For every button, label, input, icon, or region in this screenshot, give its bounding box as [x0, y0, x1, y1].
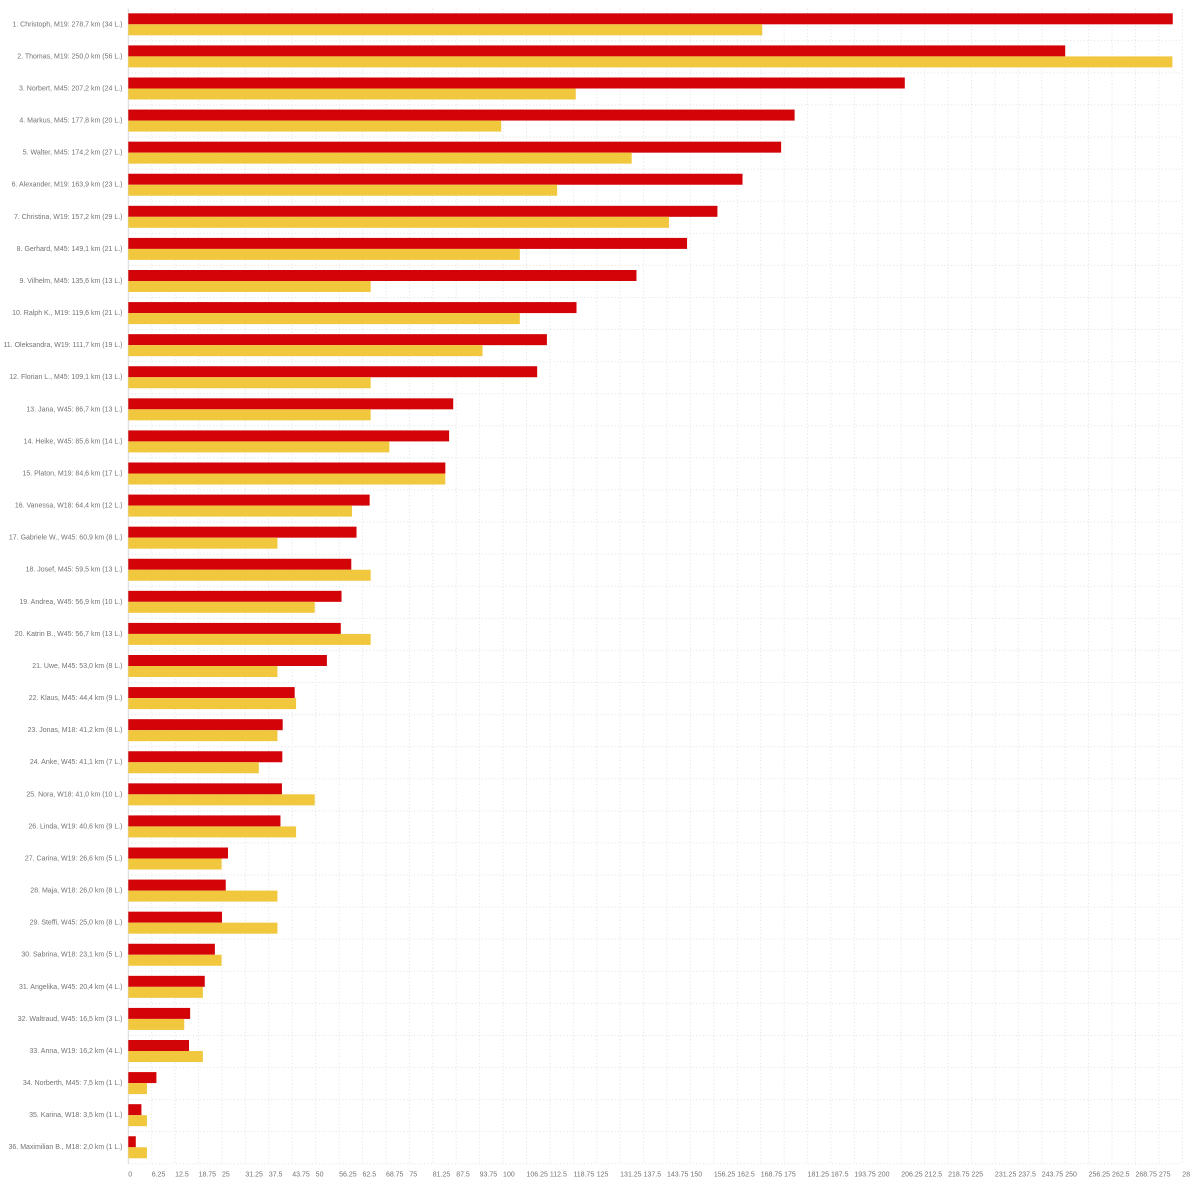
- svg-text:10. Ralph K., M19: 119,6 km (2: 10. Ralph K., M19: 119,6 km (21 L.): [12, 310, 122, 317]
- svg-text:18.75: 18.75: [199, 1172, 217, 1179]
- svg-text:156.25: 156.25: [714, 1172, 736, 1179]
- svg-text:181.25: 181.25: [808, 1172, 830, 1179]
- svg-text:100: 100: [503, 1172, 515, 1179]
- svg-text:56.25: 56.25: [339, 1172, 357, 1179]
- svg-text:28: 28: [1182, 1172, 1190, 1179]
- svg-text:150: 150: [690, 1172, 702, 1179]
- svg-text:50: 50: [316, 1172, 324, 1179]
- svg-text:19. Andrea, W45: 56,9 km (10 L: 19. Andrea, W45: 56,9 km (10 L.): [19, 599, 122, 606]
- svg-text:268.75: 268.75: [1135, 1172, 1157, 1179]
- svg-text:23. Jonas, M18: 41,2 km (8 L.): 23. Jonas, M18: 41,2 km (8 L.): [28, 727, 123, 734]
- svg-text:27. Carina, W19: 26,6 km (5 L.: 27. Carina, W19: 26,6 km (5 L.): [25, 855, 123, 862]
- svg-text:218.75: 218.75: [948, 1172, 970, 1179]
- svg-text:250: 250: [1065, 1172, 1077, 1179]
- svg-text:25. Nora, W18: 41,0 km (10 L.): 25. Nora, W18: 41,0 km (10 L.): [26, 791, 122, 798]
- svg-text:225: 225: [972, 1172, 984, 1179]
- svg-text:262.5: 262.5: [1112, 1172, 1130, 1179]
- svg-text:33. Anna, W19: 16,2 km (4 L.): 33. Anna, W19: 16,2 km (4 L.): [30, 1048, 123, 1055]
- svg-text:75: 75: [409, 1172, 417, 1179]
- svg-text:3. Norbert, M45: 207,2 km (24: 3. Norbert, M45: 207,2 km (24 L.): [19, 85, 123, 92]
- svg-text:175: 175: [784, 1172, 796, 1179]
- svg-text:37.5: 37.5: [269, 1172, 283, 1179]
- svg-text:137.5: 137.5: [644, 1172, 662, 1179]
- svg-text:7. Christina, W19: 157,2 km (2: 7. Christina, W19: 157,2 km (29 L.): [14, 214, 123, 221]
- svg-text:24. Anke, W45: 41,1 km (7 L.): 24. Anke, W45: 41,1 km (7 L.): [30, 759, 123, 766]
- svg-text:162.5: 162.5: [737, 1172, 755, 1179]
- svg-text:118.75: 118.75: [573, 1172, 594, 1179]
- svg-text:17. Gabriele W., W45: 60,9 km: 17. Gabriele W., W45: 60,9 km (8 L.): [9, 535, 123, 542]
- svg-text:143.75: 143.75: [667, 1172, 689, 1179]
- svg-text:275: 275: [1159, 1172, 1171, 1179]
- svg-text:5. Walter, M45: 174,2 km (27 L: 5. Walter, M45: 174,2 km (27 L.): [23, 150, 123, 157]
- svg-text:1. Christoph, M19: 278,7 km (3: 1. Christoph, M19: 278,7 km (34 L.): [12, 21, 122, 28]
- svg-text:4. Markus, M45: 177,8 km (20 L: 4. Markus, M45: 177,8 km (20 L.): [19, 118, 122, 125]
- svg-text:231.25: 231.25: [995, 1172, 1017, 1179]
- svg-text:35. Karina, W18: 3,5 km (1 L.): 35. Karina, W18: 3,5 km (1 L.): [29, 1112, 122, 1119]
- svg-text:0: 0: [128, 1172, 132, 1179]
- svg-text:34. Norberth, M45: 7,5 km (1 L: 34. Norberth, M45: 7,5 km (1 L.): [23, 1080, 123, 1087]
- svg-text:16. Vanessa, W18: 64,4 km (12: 16. Vanessa, W18: 64,4 km (12 L.): [15, 503, 123, 510]
- svg-text:8. Gerhard, M45: 149,1 km (21: 8. Gerhard, M45: 149,1 km (21 L.): [17, 246, 123, 253]
- svg-text:32. Waltraud, W45: 16,5 km (3: 32. Waltraud, W45: 16,5 km (3 L.): [18, 1016, 123, 1023]
- svg-text:200: 200: [878, 1172, 890, 1179]
- svg-text:20. Katrin B., W45: 56,7 km (1: 20. Katrin B., W45: 56,7 km (13 L.): [15, 631, 123, 638]
- svg-text:31.25: 31.25: [245, 1172, 263, 1179]
- svg-text:15. Platon, M19: 84,6 km (17 L: 15. Platon, M19: 84,6 km (17 L.): [23, 470, 123, 477]
- svg-text:22. Klaus, M45: 44,4 km (9 L.): 22. Klaus, M45: 44,4 km (9 L.): [29, 695, 123, 702]
- svg-text:12. Florian L., M45: 109,1 km: 12. Florian L., M45: 109,1 km (13 L.): [9, 374, 122, 381]
- svg-text:6.25: 6.25: [152, 1172, 166, 1179]
- svg-text:237.5: 237.5: [1018, 1172, 1036, 1179]
- svg-text:68.75: 68.75: [386, 1172, 404, 1179]
- svg-text:106.25: 106.25: [526, 1172, 548, 1179]
- svg-text:87.5: 87.5: [456, 1172, 470, 1179]
- svg-text:29. Steffi, W45: 25,0 km (8 L.: 29. Steffi, W45: 25,0 km (8 L.): [30, 920, 123, 927]
- svg-text:81.25: 81.25: [433, 1172, 451, 1179]
- svg-text:21. Uwe, M45: 53,0 km (8 L.): 21. Uwe, M45: 53,0 km (8 L.): [32, 663, 122, 670]
- svg-text:112.5: 112.5: [550, 1172, 567, 1179]
- svg-text:256.25: 256.25: [1089, 1172, 1111, 1179]
- svg-text:193.75: 193.75: [854, 1172, 876, 1179]
- svg-text:6. Alexander, M19: 163,9 km (2: 6. Alexander, M19: 163,9 km (23 L.): [12, 182, 123, 189]
- svg-text:11. Oleksandra, W19: 111,7 km: 11. Oleksandra, W19: 111,7 km (19 L.): [3, 342, 122, 349]
- svg-text:93.75: 93.75: [480, 1172, 498, 1179]
- svg-text:26. Linda, W19: 40,6 km (9 L.): 26. Linda, W19: 40,6 km (9 L.): [28, 823, 122, 830]
- svg-text:9. Vilhelm, M45: 135,6 km (13: 9. Vilhelm, M45: 135,6 km (13 L.): [20, 278, 123, 285]
- svg-text:125: 125: [597, 1172, 609, 1179]
- svg-text:30. Sabrina, W18: 23,1 km (5 L: 30. Sabrina, W18: 23,1 km (5 L.): [21, 952, 122, 959]
- svg-text:18. Josef, M45: 59,5 km (13 L.: 18. Josef, M45: 59,5 km (13 L.): [26, 567, 123, 574]
- svg-text:206.25: 206.25: [901, 1172, 923, 1179]
- svg-text:31. Angelika, W45: 20,4 km (4: 31. Angelika, W45: 20,4 km (4 L.): [19, 984, 123, 991]
- svg-text:187.5: 187.5: [831, 1172, 849, 1179]
- svg-text:43.75: 43.75: [292, 1172, 310, 1179]
- svg-text:131.25: 131.25: [620, 1172, 642, 1179]
- svg-text:25: 25: [222, 1172, 230, 1179]
- svg-text:12.5: 12.5: [175, 1172, 189, 1179]
- svg-text:2. Thomas, M19: 250,0 km (56 L: 2. Thomas, M19: 250,0 km (56 L.): [17, 53, 122, 60]
- svg-text:14. Heike, W45: 85,6 km (14 L.: 14. Heike, W45: 85,6 km (14 L.): [24, 438, 123, 445]
- svg-text:212.5: 212.5: [925, 1172, 943, 1179]
- svg-text:243.75: 243.75: [1042, 1172, 1064, 1179]
- svg-text:13. Jana, W45: 86,7 km (13 L.): 13. Jana, W45: 86,7 km (13 L.): [26, 406, 122, 413]
- svg-text:62.5: 62.5: [363, 1172, 377, 1179]
- svg-text:168.75: 168.75: [761, 1172, 783, 1179]
- svg-text:28. Maja, W18: 26,0 km (8 L.): 28. Maja, W18: 26,0 km (8 L.): [30, 888, 122, 895]
- svg-text:36. Maximilian B., M18: 2,0 km: 36. Maximilian B., M18: 2,0 km (1 L.): [9, 1144, 123, 1151]
